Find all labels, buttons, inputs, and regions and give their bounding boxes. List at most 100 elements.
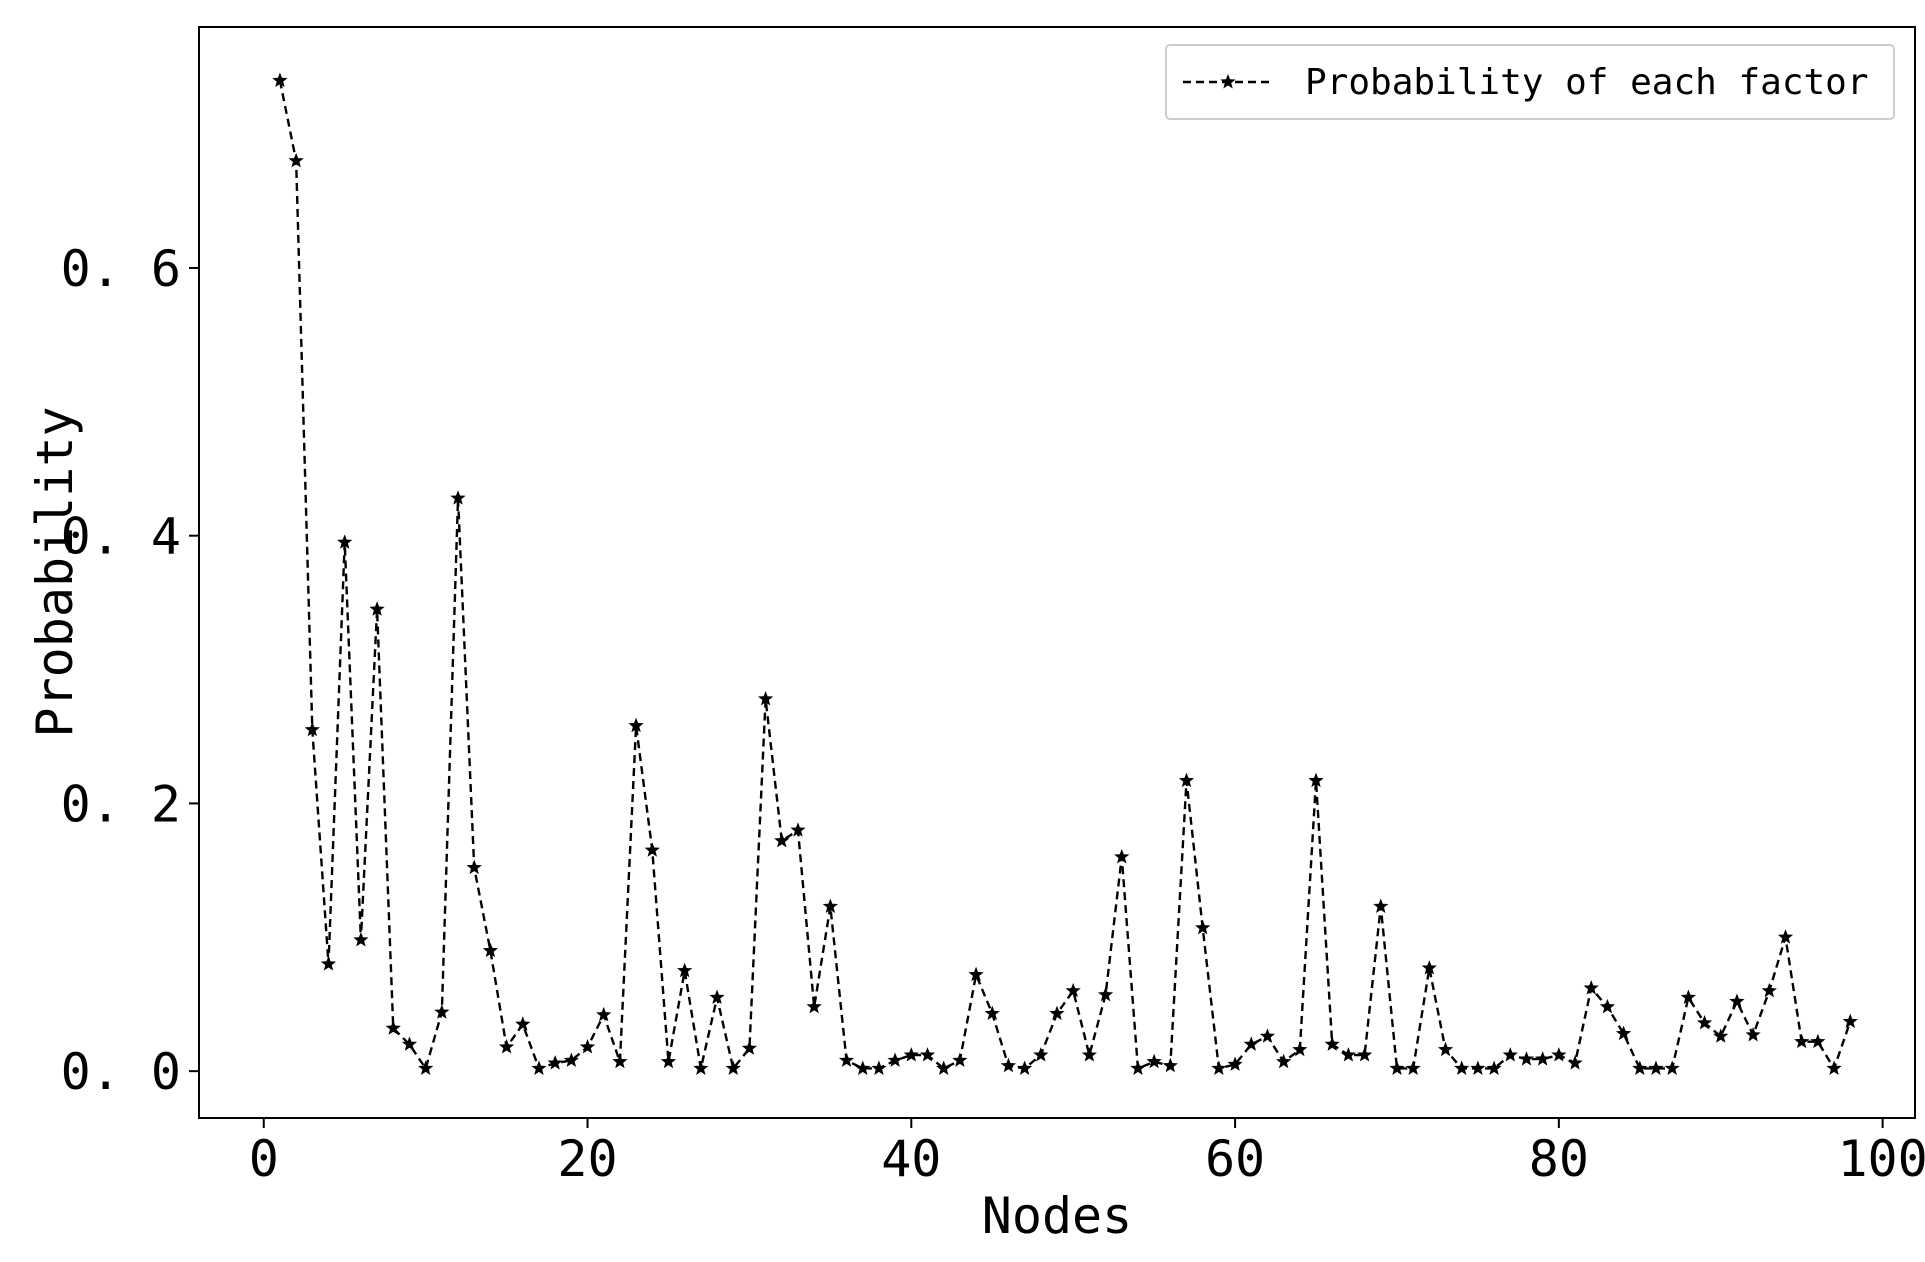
y-tick-label: 0. 6 [61, 240, 181, 298]
data-point [1745, 1027, 1761, 1042]
data-point [790, 822, 806, 837]
data-point [1146, 1053, 1162, 1069]
data-point [919, 1047, 936, 1062]
legend-label: Probability of each factor [1305, 62, 1869, 103]
data-point [1842, 1013, 1858, 1029]
x-tick-label: 0 [249, 1130, 279, 1188]
data-point [1454, 1060, 1470, 1075]
data-point [855, 1060, 871, 1075]
data-point [1810, 1033, 1826, 1049]
y-tick-label: 0. 2 [61, 775, 181, 833]
data-point [741, 1040, 758, 1055]
data-point [1017, 1060, 1033, 1075]
data-point [498, 1039, 515, 1054]
data-point [936, 1060, 952, 1075]
data-point [1794, 1033, 1810, 1049]
data-point [1664, 1060, 1680, 1075]
data-point [1195, 919, 1211, 935]
data-point [1535, 1051, 1551, 1066]
data-point [1518, 1051, 1535, 1066]
data-point [1567, 1055, 1583, 1070]
data-point [482, 942, 498, 958]
data-point [515, 1016, 531, 1031]
data-point [401, 1036, 418, 1051]
data-point [1033, 1047, 1049, 1062]
data-point [579, 1039, 596, 1054]
data-point [1729, 993, 1745, 1009]
data-point [1130, 1060, 1146, 1075]
data-point [466, 859, 482, 875]
data-point [1324, 1036, 1340, 1051]
data-point [693, 1060, 709, 1075]
data-point [418, 1060, 434, 1075]
data-point [887, 1052, 903, 1067]
data-point [968, 966, 984, 982]
data-point [1065, 982, 1081, 998]
data-point [1227, 1056, 1243, 1071]
data-point [1616, 1025, 1632, 1041]
data-point [1373, 898, 1389, 913]
data-point [1777, 929, 1794, 944]
data-point [1502, 1047, 1518, 1062]
data-point [984, 1005, 1000, 1021]
data-point [1243, 1036, 1259, 1051]
data-point [547, 1055, 563, 1070]
data-point [1583, 980, 1599, 995]
data-point [660, 1053, 677, 1069]
x-tick-label: 60 [1205, 1130, 1265, 1188]
data-point [1632, 1060, 1648, 1075]
legend-marker-star [1220, 74, 1236, 89]
data-point [1599, 998, 1616, 1014]
data-point [758, 691, 774, 706]
data-point [1486, 1060, 1502, 1075]
data-point [1470, 1060, 1486, 1075]
data-point [774, 832, 790, 848]
data-point [1097, 986, 1114, 1002]
legend: Probability of each factor [1165, 44, 1895, 120]
data-point [1000, 1057, 1017, 1073]
data-point [563, 1052, 579, 1067]
data-point [612, 1053, 628, 1069]
data-point [1356, 1047, 1373, 1062]
y-axis-label: Probability [26, 406, 84, 737]
data-point [1389, 1060, 1405, 1075]
data-point [1421, 960, 1437, 975]
x-axis-label: Nodes [982, 1187, 1133, 1245]
data-point [1648, 1060, 1664, 1075]
data-point [385, 1020, 401, 1035]
data-point [1405, 1060, 1421, 1075]
data-point [1276, 1053, 1292, 1069]
x-axis-ticks: 0 20 40 60 80 100 [249, 1118, 1925, 1188]
data-point [320, 956, 337, 971]
data-point [1551, 1047, 1567, 1062]
data-point [1308, 772, 1324, 788]
series-layer [272, 72, 1858, 1075]
data-point [596, 1006, 612, 1022]
data-point [1680, 989, 1696, 1004]
data-point [709, 989, 725, 1004]
series-line [278, 80, 1852, 1070]
data-point [1259, 1028, 1276, 1043]
data-point [1292, 1041, 1308, 1057]
data-point [1114, 848, 1130, 864]
x-tick-label: 20 [557, 1130, 617, 1188]
data-point [1162, 1057, 1178, 1073]
data-point [725, 1060, 741, 1075]
x-tick-label: 80 [1529, 1130, 1589, 1188]
y-tick-label: 0. 0 [61, 1043, 181, 1101]
data-point [1211, 1060, 1227, 1075]
legend-box [1165, 44, 1895, 120]
data-point [1826, 1060, 1842, 1075]
data-point [822, 898, 838, 913]
data-point [1081, 1047, 1097, 1062]
data-point [450, 490, 466, 505]
data-point [644, 842, 660, 857]
data-point [337, 534, 353, 549]
data-point [304, 721, 320, 737]
data-point [806, 998, 822, 1014]
y-axis-ticks: 0. 0 0. 2 0. 4 0. 6 [61, 240, 199, 1101]
data-point [952, 1052, 968, 1067]
y-tick-label: 0. 4 [61, 508, 181, 566]
data-point [677, 962, 693, 978]
data-point [1713, 1028, 1729, 1043]
